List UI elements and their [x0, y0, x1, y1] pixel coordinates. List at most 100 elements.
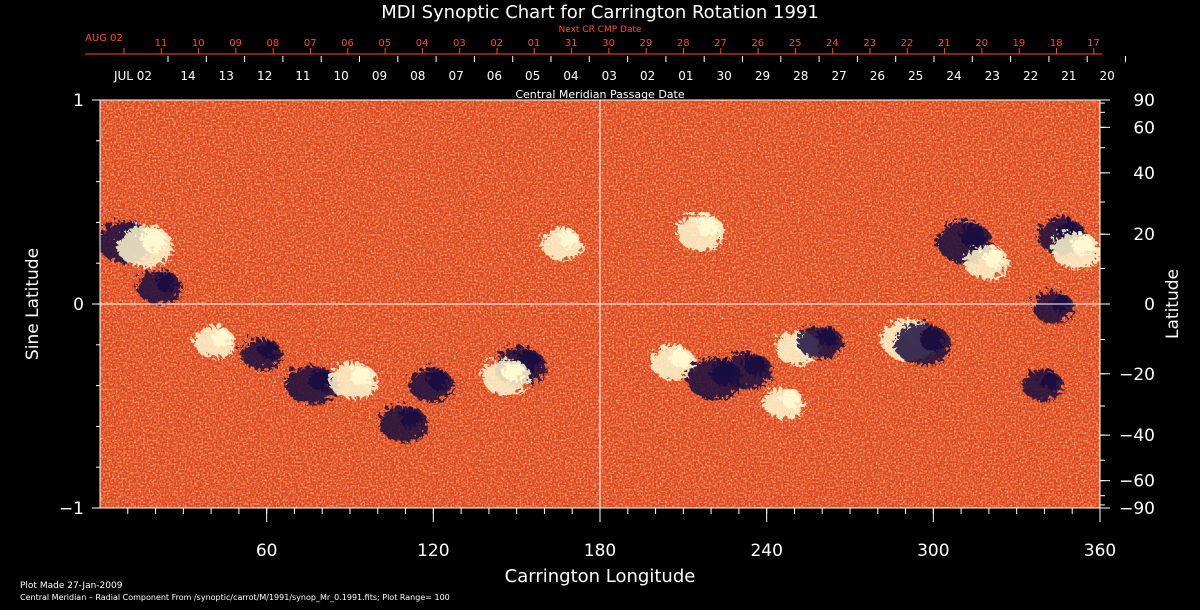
- active-regions: [100, 210, 1097, 439]
- next-cmp-tick-label: 28: [677, 38, 690, 49]
- positive-polarity-core: [666, 345, 687, 364]
- next-cmp-tick-label: 21: [938, 38, 951, 49]
- positive-polarity-core: [499, 358, 522, 379]
- next-cmp-tick-label: 08: [267, 38, 280, 49]
- positive-polarity-core: [346, 362, 369, 383]
- lon-tick-label: 60: [256, 541, 278, 561]
- lat-tick-label: −20: [1119, 365, 1155, 385]
- sine-latitude-axis: 1 0 −1: [59, 91, 100, 519]
- cmp-tick-label: 30: [717, 69, 732, 83]
- positive-polarity-core: [207, 326, 227, 343]
- x-axis-label: Carrington Longitude: [505, 566, 696, 587]
- cmp-tick-label: 02: [640, 69, 655, 83]
- chart-title: MDI Synoptic Chart for Carrington Rotati…: [381, 2, 819, 23]
- next-cmp-tick-label: 17: [1087, 38, 1100, 49]
- cmp-tick-label: 09: [372, 69, 387, 83]
- sine-lat-tick-label: 1: [73, 91, 84, 111]
- next-cmp-tick-label: 03: [453, 38, 466, 49]
- cmp-tick-label: 13: [219, 69, 234, 83]
- negative-polarity-core: [740, 352, 763, 373]
- negative-polarity-core: [304, 365, 328, 387]
- sine-lat-tick-label: 0: [73, 295, 84, 315]
- cmp-tick-label: 21: [1061, 69, 1076, 83]
- cmp-tick-label: 11: [295, 69, 310, 83]
- cmp-tick-label: 03: [602, 69, 617, 83]
- next-cmp-tick-label: 25: [789, 38, 802, 49]
- next-cmp-tick-label: 19: [1013, 38, 1026, 49]
- positive-polarity-core: [777, 387, 797, 405]
- source-note: Central Meridian – Radial Component From…: [20, 593, 450, 602]
- cmp-tick-label: 04: [563, 69, 578, 83]
- next-cmp-tick-label: 01: [528, 38, 541, 49]
- cmp-tick-label: 01: [678, 69, 693, 83]
- next-cmp-tick-label: 04: [416, 38, 429, 49]
- negative-polarity-core: [152, 270, 173, 289]
- next-cmp-tick-label: 07: [304, 38, 317, 49]
- cmp-tick-label: 08: [410, 69, 425, 83]
- lat-tick-label: 0: [1144, 295, 1155, 315]
- cmp-tick-label: 22: [1023, 69, 1038, 83]
- cmp-tick-label: 12: [257, 69, 272, 83]
- negative-polarity-core: [396, 405, 419, 426]
- negative-polarity-core: [424, 367, 445, 387]
- next-cmp-tick-label: 23: [863, 38, 876, 49]
- longitude-axis: 60 120 180 240 300 360: [127, 508, 1116, 561]
- cmp-tick-label: 26: [870, 69, 885, 83]
- next-cmp-tick-label: 22: [901, 38, 914, 49]
- positive-polarity-core: [137, 226, 163, 249]
- cmp-tick-label: 23: [985, 69, 1000, 83]
- cmp-tick-label: 07: [448, 69, 463, 83]
- lon-tick-label: 360: [1084, 541, 1116, 561]
- next-cmp-tick-label: 10: [192, 38, 205, 49]
- lat-tick-label: 60: [1133, 118, 1155, 138]
- latitude-axis: 90 60 40 20 0 −20 −40 −60 −90: [1100, 91, 1155, 519]
- cmp-tick-label: 20: [1100, 69, 1115, 83]
- lon-tick-label: 120: [417, 541, 449, 561]
- next-cmp-tick-label: 31: [565, 38, 578, 49]
- lat-tick-label: 20: [1133, 225, 1155, 245]
- lat-tick-label: −90: [1119, 499, 1155, 519]
- next-cmp-tick-label: 29: [640, 38, 653, 49]
- lon-tick-label: 240: [750, 541, 782, 561]
- cmp-tick-label: 14: [180, 69, 195, 83]
- next-cmp-tick-label: 06: [341, 38, 354, 49]
- next-cmp-tick-label: 26: [751, 38, 764, 49]
- y-axis-label-left: Sine Latitude: [23, 248, 43, 360]
- next-cmp-tick-label: 11: [155, 38, 168, 49]
- next-cmp-tick-label: 24: [826, 38, 839, 49]
- negative-polarity-core: [915, 323, 941, 347]
- cmp-ticks: 14 13 12 11 10 09 08 07 06 05 04 03 02 01 30 29 28 27 26 25…: [167, 56, 1126, 83]
- positive-polarity-core: [555, 228, 574, 245]
- cmp-tick-label: 27: [831, 69, 846, 83]
- next-cmp-axis-label: Next CR CMP Date: [558, 25, 642, 35]
- lat-tick-label: −40: [1119, 426, 1155, 446]
- next-cmp-first-label: AUG 02: [85, 33, 123, 44]
- cmp-axis-label: Central Meridian Passage Date: [515, 88, 684, 101]
- cmp-tick-label: 25: [908, 69, 923, 83]
- cmp-tick-label: 06: [487, 69, 502, 83]
- cmp-tick-label: 05: [525, 69, 540, 83]
- sine-lat-tick-label: −1: [59, 499, 84, 519]
- lat-tick-label: 40: [1133, 164, 1155, 184]
- cmp-tick-label: 28: [793, 69, 808, 83]
- lat-tick-label: 90: [1133, 91, 1155, 111]
- next-cmp-tick-label: 09: [229, 38, 242, 49]
- cmp-tick-label: 24: [946, 69, 961, 83]
- negative-polarity-core: [1046, 291, 1066, 309]
- lat-tick-label: −60: [1119, 472, 1155, 492]
- cmp-first-label: JUL 02: [113, 69, 152, 83]
- plot-made-note: Plot Made 27-Jan-2009: [20, 581, 123, 591]
- next-cmp-tick-label: 30: [602, 38, 615, 49]
- next-cmp-tick-label: 05: [378, 38, 391, 49]
- positive-polarity-core: [979, 245, 1001, 264]
- positive-polarity-core: [693, 213, 716, 234]
- next-cmp-tick-label: 18: [1050, 38, 1063, 49]
- lon-tick-label: 300: [917, 541, 949, 561]
- negative-polarity-core: [956, 221, 983, 245]
- positive-polarity-core: [1068, 232, 1091, 252]
- negative-polarity-core: [813, 325, 834, 344]
- next-cmp-tick-label: 20: [975, 38, 988, 49]
- next-cmp-tick-label: 02: [490, 38, 503, 49]
- next-cmp-ticks: 11 10 09 08 07 06 05 04 03 02 01 31 30 29 28 27 26 25 24 23…: [123, 38, 1100, 54]
